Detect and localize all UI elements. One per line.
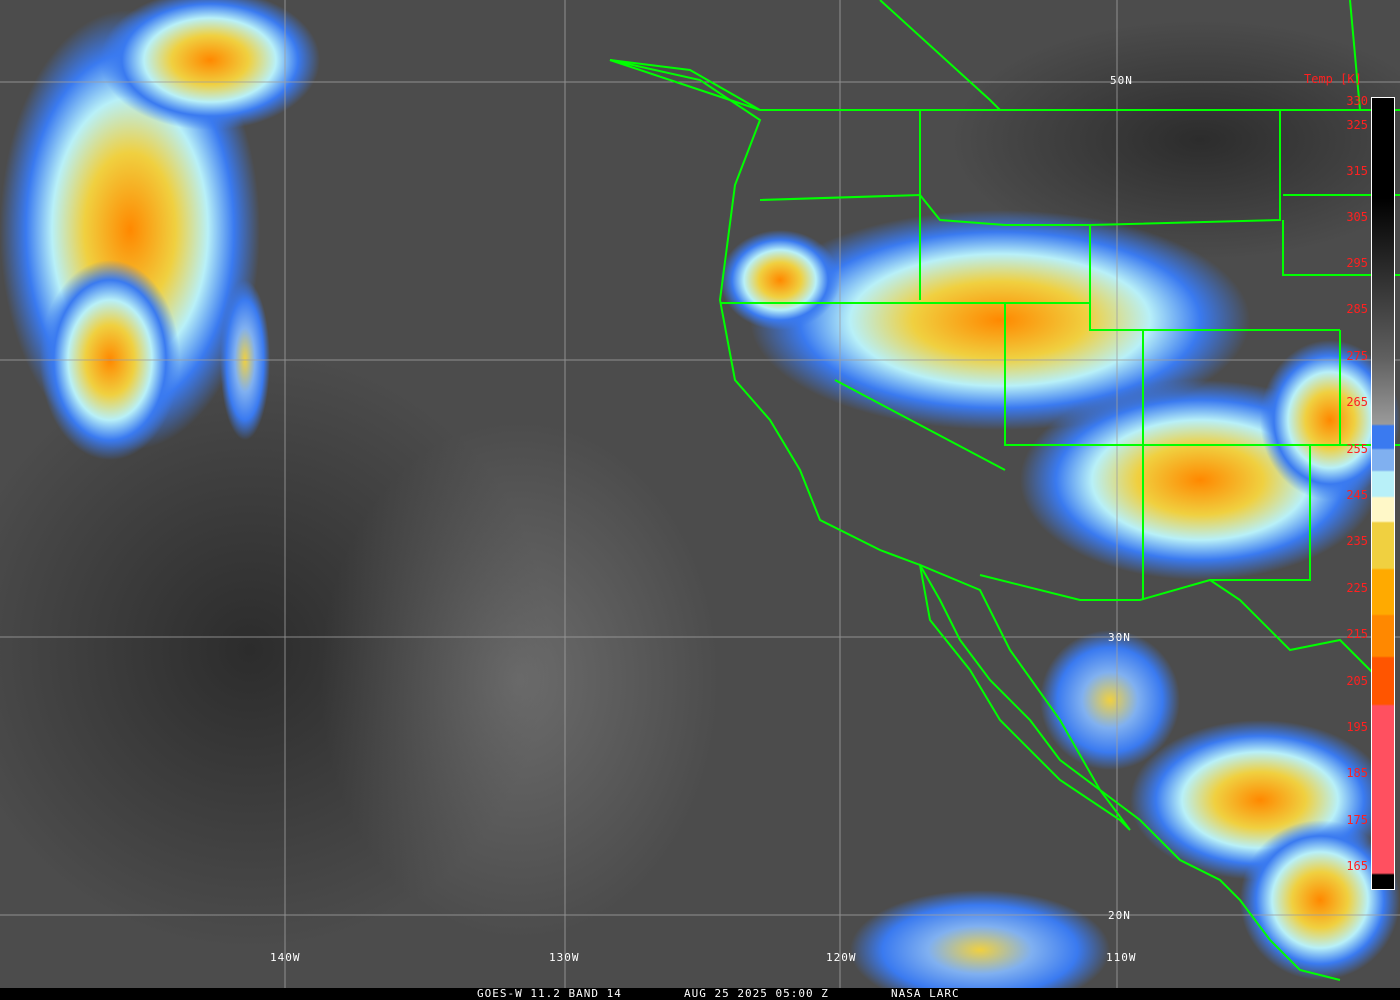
cloud-region bbox=[1260, 340, 1400, 500]
colorbar-tick-label: 295 bbox=[1346, 256, 1368, 270]
coastlines-and-borders bbox=[609, 0, 1400, 981]
colorbar-tick-label: 275 bbox=[1346, 349, 1368, 363]
latitude-label-20n: 20N bbox=[1108, 909, 1131, 922]
colorbar-tick-label: 195 bbox=[1346, 720, 1368, 734]
colorbar-tick-label: 175 bbox=[1346, 813, 1368, 827]
longitude-label-140w: 140W bbox=[270, 951, 301, 964]
cloud-region bbox=[1040, 630, 1180, 770]
longitude-label-130w: 130W bbox=[549, 951, 580, 964]
colorbar-tick-label: 215 bbox=[1346, 627, 1368, 641]
cloud-region bbox=[100, 0, 320, 130]
dark-land-region bbox=[950, 20, 1400, 260]
vancouver-island bbox=[609, 59, 761, 111]
colorbar-tick-label: 225 bbox=[1346, 581, 1368, 595]
longitude-label-110w: 110W bbox=[1106, 951, 1137, 964]
mexico-border bbox=[979, 574, 1391, 691]
colorbar-tick-label: 265 bbox=[1346, 395, 1368, 409]
colorbar-tick-label: 330 bbox=[1346, 94, 1368, 108]
haze-region bbox=[320, 420, 720, 940]
colorbar-tick-label: 285 bbox=[1346, 302, 1368, 316]
colorbar-tick-label: 255 bbox=[1346, 442, 1368, 456]
cloud-region bbox=[1240, 820, 1400, 980]
colorbar-tick-label: 165 bbox=[1346, 859, 1368, 873]
satellite-band-label: GOES-W 11.2 BAND 14 bbox=[477, 987, 622, 1000]
colorbar-tick-label: 245 bbox=[1346, 488, 1368, 502]
colorbar-tick-label: 315 bbox=[1346, 164, 1368, 178]
latitude-label-30n: 30N bbox=[1108, 631, 1131, 644]
colorbar-tick-label: 235 bbox=[1346, 534, 1368, 548]
timestamp-label: AUG 25 2025 05:00 Z bbox=[684, 987, 829, 1000]
latitude-label-50n: 50N bbox=[1110, 74, 1133, 87]
west-coast bbox=[609, 59, 1341, 981]
state-borders bbox=[720, 110, 1400, 600]
canada-mainland-border bbox=[879, 0, 1361, 111]
temperature-colorbar bbox=[1371, 97, 1395, 890]
colorbar-tick-label: 325 bbox=[1346, 118, 1368, 132]
colorbar-tick-label: 305 bbox=[1346, 210, 1368, 224]
credit-label: NASA LARC bbox=[891, 987, 960, 1000]
colorbar-tick-label: 205 bbox=[1346, 674, 1368, 688]
cloud-region bbox=[750, 210, 1250, 430]
colorbar-tick-label: 185 bbox=[1346, 766, 1368, 780]
image-caption-bar: GOES-W 11.2 BAND 14 AUG 25 2025 05:00 Z … bbox=[0, 988, 1400, 1000]
cloud-region bbox=[720, 230, 840, 330]
longitude-label-120w: 120W bbox=[826, 951, 857, 964]
legend-title: Temp [K] bbox=[1304, 72, 1362, 86]
baja-peninsula bbox=[918, 563, 1131, 831]
